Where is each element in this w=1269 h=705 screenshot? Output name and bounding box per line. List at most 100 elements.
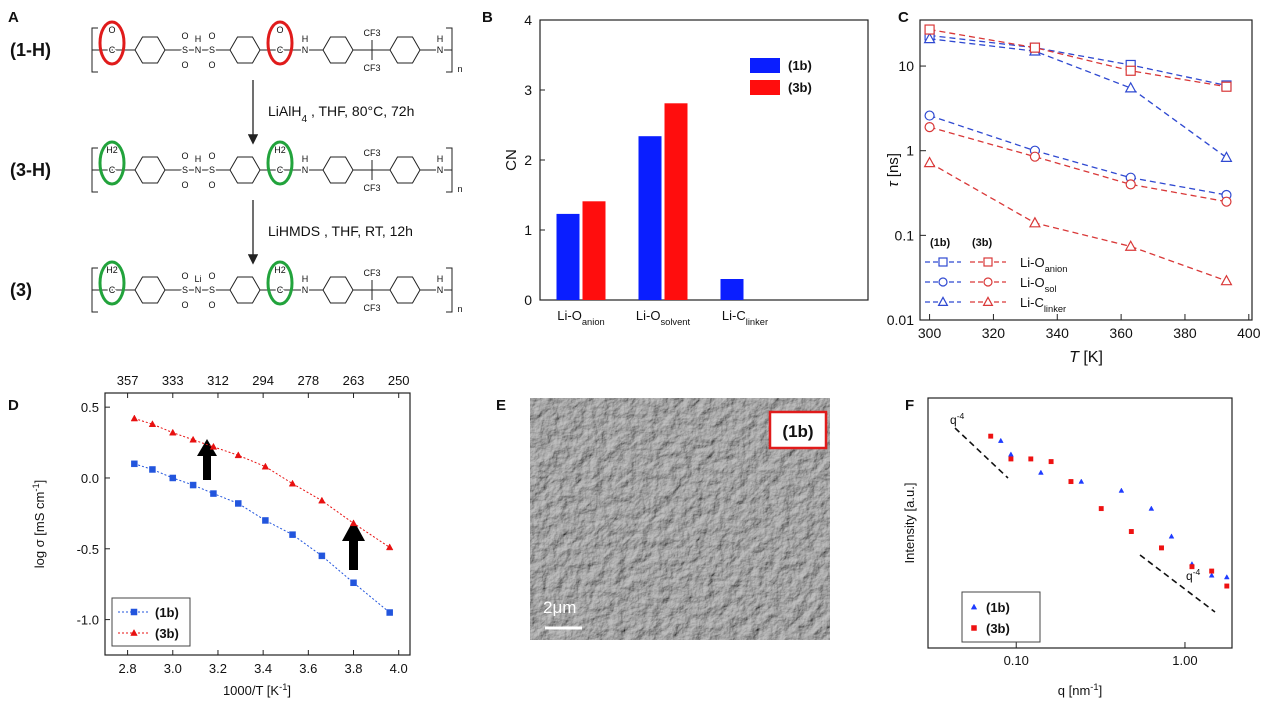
- atom-label: N: [437, 285, 444, 295]
- bar: [557, 214, 580, 300]
- series-line: [930, 163, 1227, 281]
- y-tick-label: -1.0: [77, 613, 99, 628]
- marker: [925, 25, 934, 34]
- atom-label: C: [277, 45, 284, 55]
- ring: [230, 157, 260, 183]
- legend-label-part: linker: [1044, 304, 1066, 314]
- y-axis-label-part: log σ [mS cm: [32, 492, 47, 569]
- y-tick-label: 0.5: [81, 400, 99, 415]
- atom-label: CF3: [363, 268, 380, 278]
- marker: [939, 258, 947, 266]
- x-tick-label: 400: [1237, 325, 1261, 341]
- x-tick-label: 3.8: [344, 661, 362, 676]
- atom-label: CF3: [363, 63, 380, 73]
- ring: [135, 37, 165, 63]
- y-tick-label: 1: [524, 222, 532, 238]
- x-axis-label-part: -1: [1090, 682, 1098, 692]
- marker: [387, 610, 393, 616]
- ring: [135, 157, 165, 183]
- annotation: q-4: [1186, 567, 1201, 583]
- legend-swatch: [750, 58, 780, 73]
- atom-label: n: [457, 184, 462, 194]
- marker: [1126, 180, 1135, 189]
- compound-label: (1-H): [10, 40, 51, 60]
- atom-label: N: [302, 165, 309, 175]
- y-axis-label: log σ [mS cm-1]: [31, 480, 47, 569]
- marker: [1225, 584, 1229, 588]
- reaction-conditions-part: LiAlH: [268, 103, 301, 119]
- x-tick-label: 380: [1173, 325, 1197, 341]
- y-tick-label: 2: [524, 152, 532, 168]
- legend-label: (3b): [986, 621, 1010, 636]
- atom-label: C: [109, 165, 116, 175]
- x2-tick-label: 250: [388, 373, 410, 388]
- marker: [1222, 152, 1232, 161]
- atom-label: O: [181, 60, 188, 70]
- image-label: (1b): [782, 422, 813, 441]
- compound-label: (3): [10, 280, 32, 300]
- marker: [1099, 506, 1103, 510]
- panel-label: A: [8, 9, 19, 26]
- marker: [289, 480, 296, 486]
- marker: [1169, 534, 1174, 538]
- legend-label: (1b): [155, 605, 179, 620]
- marker: [1119, 488, 1124, 492]
- marker: [262, 517, 268, 523]
- x-axis-label: 1000/T [K-1]: [223, 682, 291, 698]
- marker: [1069, 479, 1073, 483]
- atom-label: O: [276, 25, 283, 35]
- marker: [939, 297, 948, 305]
- atom-label: Li: [194, 274, 201, 284]
- atom-label: O: [208, 300, 215, 310]
- ring: [135, 277, 165, 303]
- atom-label: O: [208, 60, 215, 70]
- atom-label: N: [195, 285, 202, 295]
- atom-label: O: [208, 31, 215, 41]
- x-tick-label: 340: [1046, 325, 1070, 341]
- legend-label-part: anion: [1045, 264, 1068, 274]
- legend-label-part: Li-C: [1020, 295, 1044, 310]
- x-tick-label-part: Li-C: [722, 308, 746, 323]
- marker: [1222, 276, 1232, 285]
- compound-label: (3-H): [10, 160, 51, 180]
- marker: [939, 278, 947, 286]
- legend-swatch: [750, 80, 780, 95]
- marker: [925, 123, 934, 132]
- x-tick-label-part: solvent: [660, 317, 690, 327]
- annotation-part: q: [950, 413, 957, 427]
- marker: [1126, 66, 1135, 75]
- marker: [1030, 152, 1039, 161]
- x-axis-label-part: ]: [1099, 683, 1103, 698]
- annotation: q-4: [950, 411, 965, 427]
- arrows: [197, 439, 365, 570]
- panel-label: D: [8, 397, 19, 414]
- series-line: [930, 127, 1227, 202]
- panel-label: E: [496, 397, 506, 414]
- y-tick-label: -0.5: [77, 542, 99, 557]
- atom-label: H: [302, 34, 309, 44]
- y-tick-label: 0.0: [81, 471, 99, 486]
- atom-label: O: [208, 180, 215, 190]
- x-tick-label: 3.4: [254, 661, 272, 676]
- plot-frame: [920, 20, 1252, 320]
- bar: [583, 201, 606, 300]
- x-tick-label: 300: [918, 325, 942, 341]
- legend-label: (1b): [986, 600, 1010, 615]
- x2-tick-label: 357: [117, 373, 139, 388]
- ring: [230, 37, 260, 63]
- x-tick-label: Li-Clinker: [722, 308, 768, 327]
- legend-label: (3b): [788, 80, 812, 95]
- marker: [1129, 529, 1133, 533]
- fit-lines: [955, 428, 1215, 612]
- x-tick-label: 320: [982, 325, 1006, 341]
- x-tick-label: 360: [1109, 325, 1133, 341]
- marker: [1149, 506, 1154, 510]
- atom-label: H2: [274, 265, 286, 275]
- marker: [235, 500, 241, 506]
- marker: [131, 461, 137, 467]
- ring: [323, 157, 353, 183]
- bar: [639, 136, 662, 300]
- atom-label: H: [437, 154, 444, 164]
- legend-label-part: sol: [1045, 284, 1057, 294]
- legend-label: (3b): [155, 626, 179, 641]
